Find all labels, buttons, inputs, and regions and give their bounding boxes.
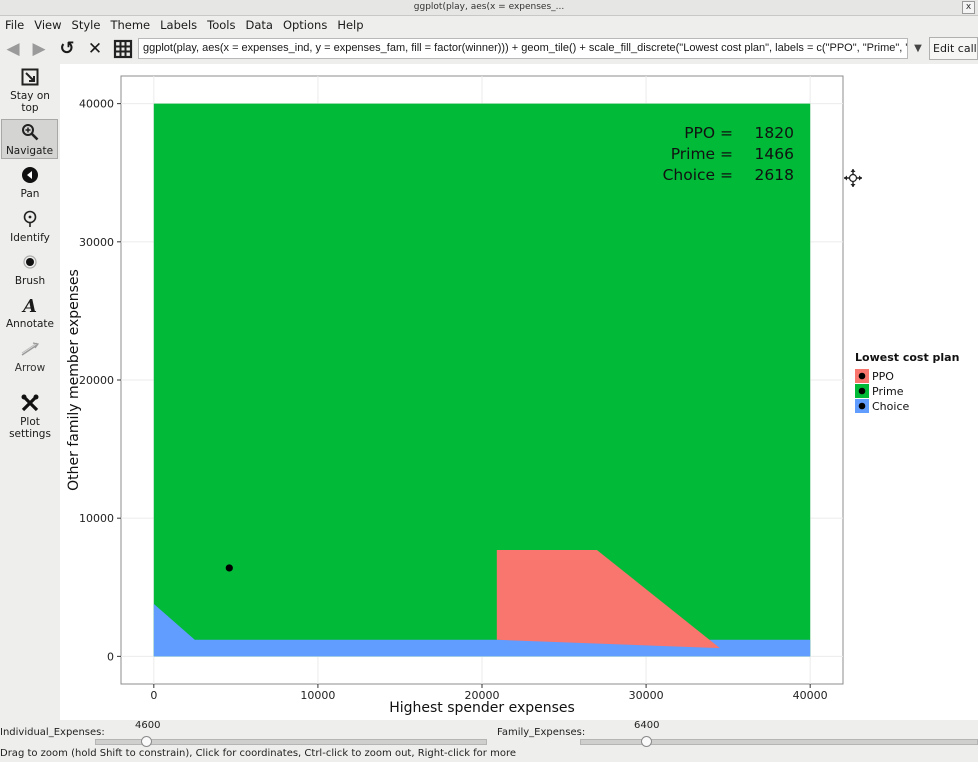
legend-key-dot [858,387,866,395]
stay-on-top-icon [0,68,60,90]
undo-icon[interactable]: ↺ [59,38,75,59]
arrow-icon [0,340,60,362]
y-tick-label: 0 [107,650,114,663]
tool-label: Stay on top [10,90,50,114]
cancel-x-icon[interactable]: ✕ [87,39,103,59]
selected-point [225,564,233,572]
annotation-value: 2618 [755,166,794,184]
tool-label: Arrow [14,362,46,374]
identify-tool[interactable]: Identify [0,210,60,244]
menu-file[interactable]: File [5,18,25,32]
individual-expenses-slider[interactable] [95,739,487,745]
legend-label: Prime [872,385,904,398]
tool-label: Pan [20,188,40,200]
annotate-tool[interactable]: A Annotate [0,296,60,330]
legend-key-dot [858,402,866,410]
wrench-icon [0,394,60,416]
y-tick-label: 30000 [79,236,114,249]
annotation-value: 1466 [755,145,794,163]
menu-bar: File View Style Theme Labels Tools Data Options… [0,16,978,35]
y-tick-label: 10000 [79,512,114,525]
x-axis-title: Highest spender expenses [389,700,575,716]
menu-view[interactable]: View [34,18,62,32]
legend-label: PPO [872,370,894,383]
chevron-down-icon[interactable]: ▼ [914,43,922,54]
forward-arrow-icon[interactable]: ▶ [32,39,46,59]
plot-area[interactable]: 0 10000 20000 30000 40000 0 10000 20000 30000 400… [60,64,978,720]
tool-label: Annotate [5,318,55,330]
legend-key-dot [858,372,866,380]
brush-icon [0,253,60,275]
pan-tool[interactable]: Pan [0,166,60,200]
window-title-bar: ggplot(play, aes(x = expenses_... x [0,0,978,16]
identify-icon [0,210,60,232]
tool-label: Plot settings [9,416,51,440]
pan-icon [0,166,60,188]
family-expenses-handle[interactable] [641,736,652,747]
annotation-label: Prime = [671,145,733,163]
edit-call-button[interactable]: Edit call... [929,37,978,60]
x-tick-label: 20000 [465,689,500,702]
family-expenses-value: 6400 [634,720,660,731]
command-input[interactable]: ggplot(play, aes(x = expenses_ind, y = e… [138,38,908,59]
tool-label: Brush [14,275,46,287]
menu-style[interactable]: Style [71,18,101,32]
grid-layout-icon[interactable] [112,38,134,60]
window-title: ggplot(play, aes(x = expenses_... [413,2,565,12]
family-expenses-label: Family_Expenses: [497,727,586,738]
tool-label: Navigate [5,145,54,157]
toolbar: ◀ ▶ ↺ ✕ [0,35,978,64]
legend-title: Lowest cost plan [855,351,959,364]
menu-tools[interactable]: Tools [207,18,236,32]
magnifier-icon [2,123,57,145]
brush-tool[interactable]: Brush [0,253,60,287]
back-arrow-icon[interactable]: ◀ [6,39,20,59]
close-icon[interactable]: x [962,1,975,14]
annotation-value: 1820 [755,124,794,142]
tile-region-prime [153,103,811,657]
menu-labels[interactable]: Labels [160,18,198,32]
tool-panel: Stay on top Navigate Pan Identify Brush … [0,64,60,720]
individual-expenses-label: Individual_Expenses: [0,727,105,738]
menu-help[interactable]: Help [337,18,364,32]
y-tick-label: 20000 [79,374,114,387]
legend-label: Choice [872,400,909,413]
annotation-label: Choice = [663,166,733,184]
family-expenses-slider[interactable] [580,739,978,745]
menu-theme[interactable]: Theme [110,18,151,32]
heatmap-chart[interactable]: 0 10000 20000 30000 40000 0 10000 20000 30000 400… [60,64,978,720]
arrow-tool[interactable]: Arrow [0,340,60,374]
status-bar: Drag to zoom (hold Shift to constrain), … [0,748,516,759]
individual-expenses-handle[interactable] [141,736,152,747]
x-tick-label: 30000 [629,689,664,702]
annotation-label: PPO = [684,124,733,142]
y-tick-label: 40000 [79,98,114,111]
stay-on-top-tool[interactable]: Stay on top [0,68,60,114]
y-axis-title: Other family member expenses [66,269,82,491]
tool-label: Identify [10,232,50,244]
individual-expenses-value: 4600 [135,720,161,731]
x-tick-label: 40000 [793,689,828,702]
tile-region-ppo [496,550,720,649]
x-tick-label: 10000 [300,689,335,702]
navigate-tool[interactable]: Navigate [1,119,58,159]
annotate-icon: A [23,296,37,317]
x-tick-label: 0 [150,689,157,702]
menu-data[interactable]: Data [245,18,273,32]
move-cursor-icon [844,169,862,187]
plot-settings-tool[interactable]: Plot settings [0,394,60,440]
menu-options[interactable]: Options [282,18,328,32]
